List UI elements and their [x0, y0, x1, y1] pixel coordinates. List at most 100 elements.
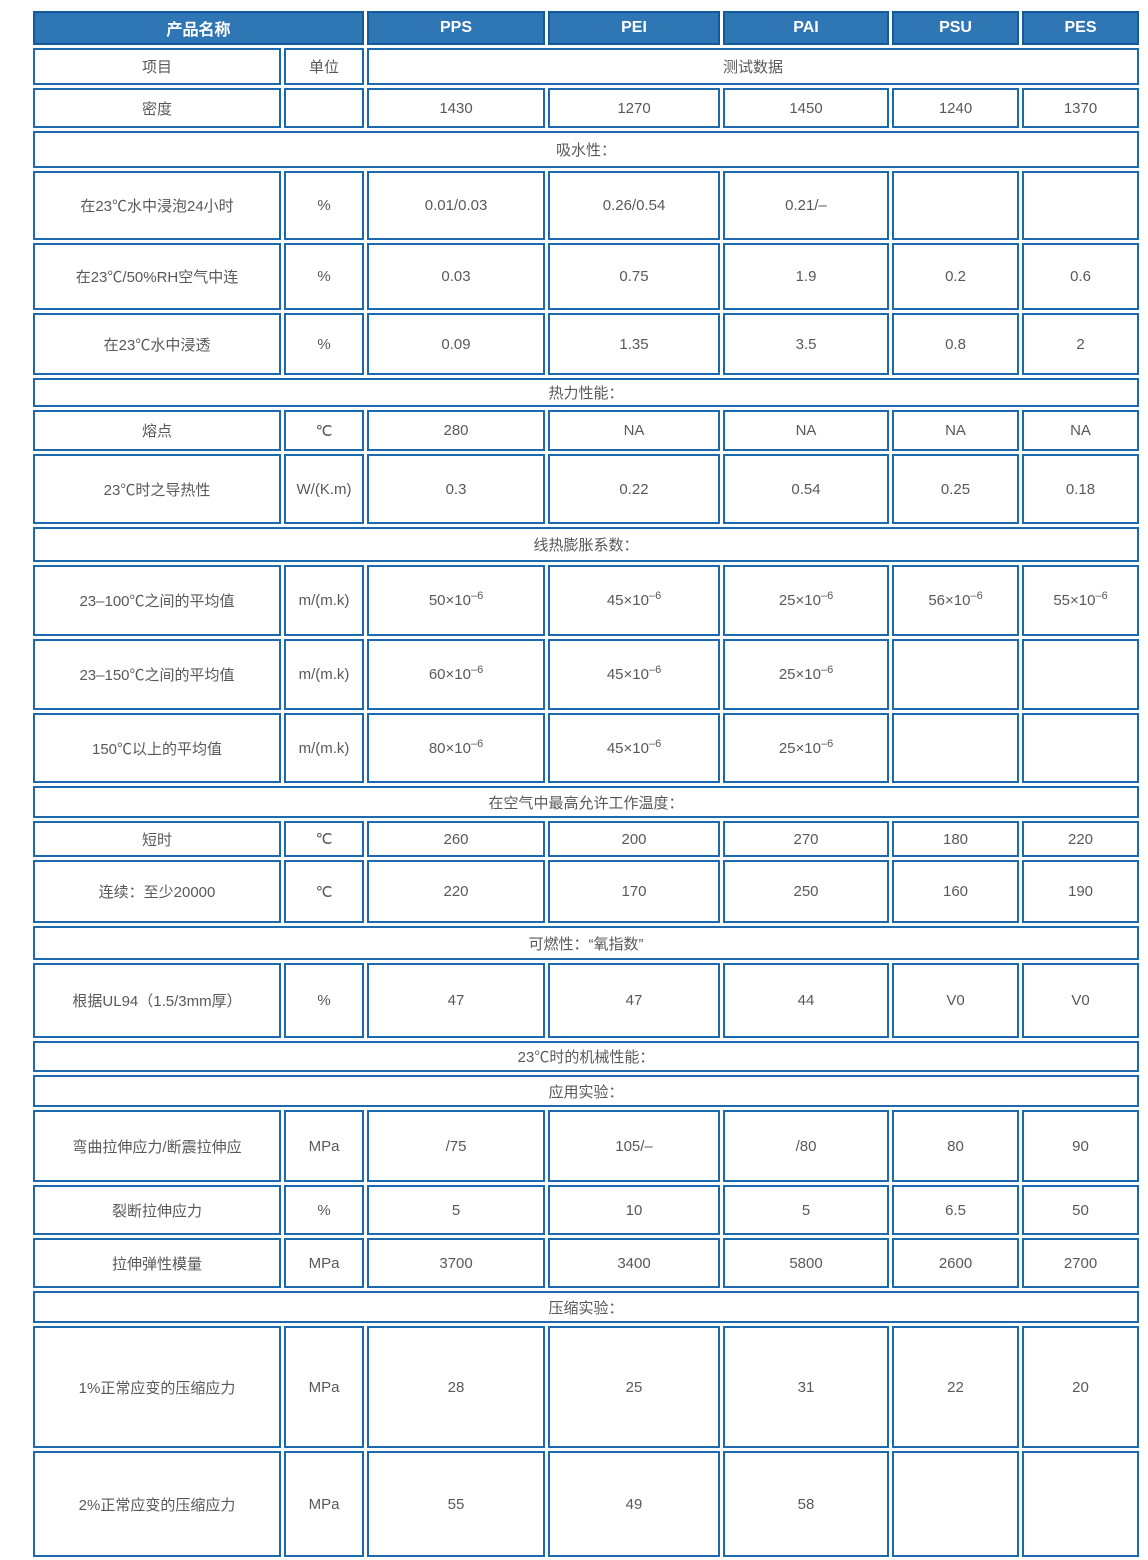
value-cell: 1240 — [892, 88, 1020, 128]
value-cell: NA — [892, 410, 1020, 451]
value-cell: V0 — [892, 963, 1020, 1038]
test-data-header: 测试数据 — [367, 48, 1140, 85]
row-label: 拉伸弹性模量 — [33, 1238, 281, 1288]
value-cell: 2700 — [1022, 1238, 1140, 1288]
row-label: 2%正常应变的压缩应力 — [33, 1451, 281, 1557]
row-label: 在23℃水中浸透 — [33, 313, 281, 375]
value-cell: 250 — [723, 860, 890, 923]
unit-cell: m/(m.k) — [284, 565, 365, 636]
value-cell: 55×10–6 — [1022, 565, 1140, 636]
value-cell — [1022, 1451, 1140, 1557]
value-cell: 0.21/– — [723, 171, 890, 240]
value-cell: 5 — [367, 1185, 546, 1235]
value-cell — [892, 713, 1020, 783]
value-cell: 170 — [548, 860, 721, 923]
value-cell: 3400 — [548, 1238, 721, 1288]
value-cell: 49 — [548, 1451, 721, 1557]
value-cell: 280 — [367, 410, 546, 451]
unit-cell: W/(K.m) — [284, 454, 365, 524]
table-row: 在23℃/50%RH空气中连% 0.03 0.75 1.9 0.2 0.6 — [33, 243, 1140, 310]
table-row: 连续：至少20000 ℃ 220 170 250 160 190 — [33, 860, 1140, 923]
value-cell: 25×10–6 — [723, 565, 890, 636]
product-column-header-pei: PEI — [548, 11, 721, 45]
value-cell: 80×10–6 — [367, 713, 546, 783]
value-cell: 0.75 — [548, 243, 721, 310]
value-cell — [1022, 639, 1140, 710]
row-label: 1%正常应变的压缩应力 — [33, 1326, 281, 1448]
row-label: 密度 — [33, 88, 281, 128]
value-cell: 2600 — [892, 1238, 1020, 1288]
value-cell: 6.5 — [892, 1185, 1020, 1235]
table-row: 裂断拉伸应力% 5 10 5 6.5 50 — [33, 1185, 1140, 1235]
value-cell: 3.5 — [723, 313, 890, 375]
row-label: 根据UL94（1.5/3mm厚） — [33, 963, 281, 1038]
value-cell: 1270 — [548, 88, 721, 128]
product-column-header-pai: PAI — [723, 11, 890, 45]
section-header: 热力性能： — [33, 378, 1140, 407]
value-cell: 200 — [548, 821, 721, 857]
value-cell — [892, 639, 1020, 710]
value-cell — [892, 171, 1020, 240]
value-cell: V0 — [1022, 963, 1140, 1038]
value-cell: 190 — [1022, 860, 1140, 923]
subheader-row: 项目 单位 测试数据 — [33, 48, 1140, 85]
value-cell: 0.26/0.54 — [548, 171, 721, 240]
value-cell: 10 — [548, 1185, 721, 1235]
section-header: 线热膨胀系数： — [33, 527, 1140, 562]
row-label: 150℃以上的平均值 — [33, 713, 281, 783]
value-cell: 25×10–6 — [723, 713, 890, 783]
value-cell: 2 — [1022, 313, 1140, 375]
unit-cell: % — [284, 963, 365, 1038]
row-label: 23–100℃之间的平均值 — [33, 565, 281, 636]
value-cell: 0.18 — [1022, 454, 1140, 524]
value-cell: 20 — [1022, 1326, 1140, 1448]
value-cell: 1.9 — [723, 243, 890, 310]
item-header: 项目 — [33, 48, 281, 85]
value-cell: 105/– — [548, 1110, 721, 1182]
table-row: 密度 1430 1270 1450 1240 1370 — [33, 88, 1140, 128]
value-cell: 45×10–6 — [548, 565, 721, 636]
value-cell: 44 — [723, 963, 890, 1038]
section-row: 热力性能： — [33, 378, 1140, 407]
unit-cell: MPa — [284, 1451, 365, 1557]
value-cell: 47 — [548, 963, 721, 1038]
value-cell: 0.8 — [892, 313, 1020, 375]
section-row: 可燃性：“氧指数” — [33, 926, 1140, 960]
value-cell: 45×10–6 — [548, 639, 721, 710]
value-cell — [1022, 713, 1140, 783]
unit-cell: MPa — [284, 1238, 365, 1288]
value-cell: 0.01/0.03 — [367, 171, 546, 240]
value-cell: NA — [1022, 410, 1140, 451]
row-label: 23–150℃之间的平均值 — [33, 639, 281, 710]
value-cell: 25×10–6 — [723, 639, 890, 710]
value-cell: 0.3 — [367, 454, 546, 524]
unit-cell: ℃ — [284, 410, 365, 451]
spec-table: 产品名称 PPS PEI PAI PSU PES 项目 单位 测试数据 密度 14… — [30, 8, 1142, 1560]
unit-cell: m/(m.k) — [284, 639, 365, 710]
section-row: 吸水性： — [33, 131, 1140, 168]
table-row: 23–150℃之间的平均值 m/(m.k) 60×10–6 45×10–6 25×10–… — [33, 639, 1140, 710]
section-row: 23℃时的机械性能： — [33, 1041, 1140, 1072]
value-cell: /75 — [367, 1110, 546, 1182]
table-row: 熔点 ℃ 280 NA NA NA NA — [33, 410, 1140, 451]
section-header: 应用实验： — [33, 1075, 1140, 1107]
value-cell: 160 — [892, 860, 1020, 923]
unit-cell: m/(m.k) — [284, 713, 365, 783]
table-row: 拉伸弹性模量 MPa 3700 3400 5800 2600 2700 — [33, 1238, 1140, 1288]
value-cell: 55 — [367, 1451, 546, 1557]
table-row: 在23℃水中浸透% 0.09 1.35 3.5 0.8 2 — [33, 313, 1140, 375]
section-header: 可燃性：“氧指数” — [33, 926, 1140, 960]
section-header: 吸水性： — [33, 131, 1140, 168]
section-row: 压缩实验： — [33, 1291, 1140, 1323]
row-label: 在23℃水中浸泡24小时 — [33, 171, 281, 240]
value-cell: 45×10–6 — [548, 713, 721, 783]
value-cell: 1370 — [1022, 88, 1140, 128]
section-header: 在空气中最高允许工作温度： — [33, 786, 1140, 818]
value-cell: 58 — [723, 1451, 890, 1557]
table-row: 1%正常应变的压缩应力 MPa 28 25 31 22 20 — [33, 1326, 1140, 1448]
row-label: 熔点 — [33, 410, 281, 451]
value-cell: 1.35 — [548, 313, 721, 375]
row-label: 在23℃/50%RH空气中连 — [33, 243, 281, 310]
value-cell: 1430 — [367, 88, 546, 128]
